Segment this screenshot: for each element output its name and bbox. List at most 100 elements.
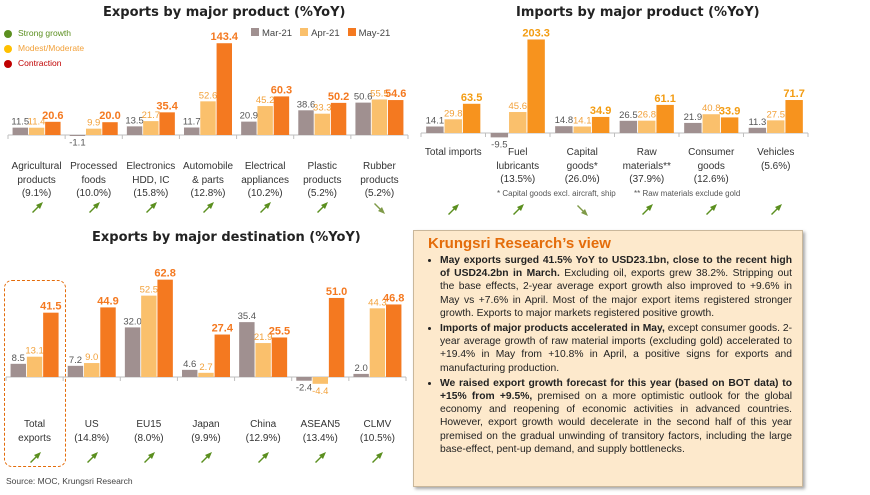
data-label: -1.1 xyxy=(69,138,85,149)
bar-mar-21 xyxy=(124,327,141,377)
data-label: -2.4 xyxy=(296,383,312,394)
trend-up-arrow-icon xyxy=(31,202,43,213)
data-label: 4.6 xyxy=(183,359,196,370)
data-label: 32.0 xyxy=(123,316,142,327)
data-label: 71.7 xyxy=(783,88,804,100)
bar-apr-21 xyxy=(444,119,462,133)
bar-may-21 xyxy=(159,112,175,135)
category-label: ASEAN5 (13.4%) xyxy=(300,419,341,444)
data-label: 20.9 xyxy=(240,111,259,122)
total-exports-highlight xyxy=(4,280,66,467)
category-label: Vehicles (5.6%) xyxy=(757,147,795,172)
data-label: 40.8 xyxy=(702,103,721,114)
status-legend-contraction: Contraction xyxy=(4,56,84,71)
category-label: EU15 (8.0%) xyxy=(134,419,164,444)
trend-up-arrow-icon xyxy=(260,202,272,213)
bar-may-21 xyxy=(720,117,739,133)
bar-apr-21 xyxy=(638,120,656,133)
category-label: Raw materials** (37.9%) xyxy=(622,147,671,185)
yellow-dot-icon xyxy=(4,44,12,53)
data-label: 55.5 xyxy=(370,88,389,99)
data-label: 21.7 xyxy=(142,110,161,121)
view-bullet: May exports surged 41.5% YoY to USD23.1b… xyxy=(440,254,792,320)
category-label: Consumer goods (12.6%) xyxy=(688,147,735,185)
status-label: Strong growth xyxy=(18,28,71,38)
data-label: 44.9 xyxy=(97,295,118,307)
view-bullet: We raised export growth forecast for thi… xyxy=(440,377,792,456)
chart-title-imports-product: Imports by major product (%YoY) xyxy=(516,5,760,20)
bar-mar-21 xyxy=(426,126,444,133)
legend-swatch xyxy=(300,28,309,36)
category-label: Fuel lubricants (13.5%) xyxy=(496,147,540,185)
bar-apr-21 xyxy=(84,363,100,377)
trend-up-arrow-icon xyxy=(448,204,460,215)
bar-may-21 xyxy=(388,100,404,135)
data-label: 14.1 xyxy=(573,116,592,127)
bullet-headline: Imports of major products accelerated in… xyxy=(440,323,665,335)
data-label: 46.8 xyxy=(383,292,404,304)
data-label: 33.9 xyxy=(719,105,740,117)
bar-may-21 xyxy=(330,102,347,135)
trend-up-arrow-icon xyxy=(203,202,214,213)
data-label: -4.4 xyxy=(312,386,328,397)
footnote-raw-materials: ** Raw materials exclude gold xyxy=(634,189,741,198)
research-view-bullets: May exports surged 41.5% YoY to USD23.1b… xyxy=(424,254,792,456)
bar-apr-21 xyxy=(141,295,157,377)
category-label: Electronics HDD, IC (15.8%) xyxy=(126,161,176,199)
category-label: CLMV (10.5%) xyxy=(359,419,395,444)
bar-apr-21 xyxy=(200,101,216,135)
category-label: Electrical appliances (10.2%) xyxy=(241,161,290,199)
data-label: 11.5 xyxy=(11,117,29,128)
status-legend-strong: Strong growth xyxy=(4,26,84,41)
legend-label: May-21 xyxy=(358,28,391,39)
bar-apr-21 xyxy=(143,121,159,135)
bar-apr-21 xyxy=(257,106,273,135)
bar-mar-21 xyxy=(69,135,86,136)
data-label: 14.1 xyxy=(426,116,445,127)
bar-apr-21 xyxy=(371,99,388,135)
bullet-headline: May exports surged 41.5% YoY to USD23.1b… xyxy=(440,255,792,280)
category-label: Japan (9.9%) xyxy=(191,419,221,444)
category-label: US (14.8%) xyxy=(74,419,110,444)
research-view-panel: Krungsri Research’s view May exports sur… xyxy=(413,230,803,487)
data-label: 60.3 xyxy=(271,84,292,96)
bar-mar-21 xyxy=(355,102,371,135)
data-label: 54.6 xyxy=(385,88,406,100)
view-bullet: Imports of major products accelerated in… xyxy=(440,322,792,375)
bar-may-21 xyxy=(462,103,481,133)
data-label: -9.5 xyxy=(491,139,507,150)
bar-may-21 xyxy=(591,116,610,133)
status-legend-moderate: Modest/Moderate xyxy=(4,41,84,56)
green-dot-icon xyxy=(4,29,12,38)
trend-up-arrow-icon xyxy=(201,452,212,463)
legend-item-apr: Apr-21 xyxy=(300,28,340,39)
trend-up-arrow-icon xyxy=(143,452,155,463)
data-label: 51.0 xyxy=(326,286,347,298)
trend-up-arrow-icon xyxy=(86,452,98,463)
bar-mar-21 xyxy=(241,121,257,135)
bar-apr-21 xyxy=(255,343,271,377)
legend-item-may: May-21 xyxy=(347,28,391,39)
bullet-body: except consumer goods. 2-year average gr… xyxy=(440,323,793,374)
category-label: Rubber products (5.2%) xyxy=(360,161,399,199)
data-label: 20.0 xyxy=(99,110,120,122)
data-label: 9.0 xyxy=(85,352,98,363)
trend-up-arrow-icon xyxy=(512,204,524,215)
bar-may-21 xyxy=(527,39,545,134)
category-label: Total exports xyxy=(18,419,51,444)
bar-apr-21 xyxy=(767,120,785,133)
data-label: 26.8 xyxy=(638,110,657,121)
data-label: 2.0 xyxy=(355,363,368,374)
status-legend: Strong growth Modest/Moderate Contractio… xyxy=(4,26,84,71)
bullet-headline: We raised export growth forecast for thi… xyxy=(440,377,792,403)
trend-up-arrow-icon xyxy=(88,202,100,213)
trend-up-arrow-icon xyxy=(317,202,329,213)
bar-apr-21 xyxy=(86,128,102,135)
data-label: 61.1 xyxy=(654,93,675,105)
bar-mar-21 xyxy=(10,363,26,377)
data-label: 11.3 xyxy=(748,117,766,128)
bar-mar-21 xyxy=(239,322,255,377)
data-label: 33.3 xyxy=(313,103,332,114)
